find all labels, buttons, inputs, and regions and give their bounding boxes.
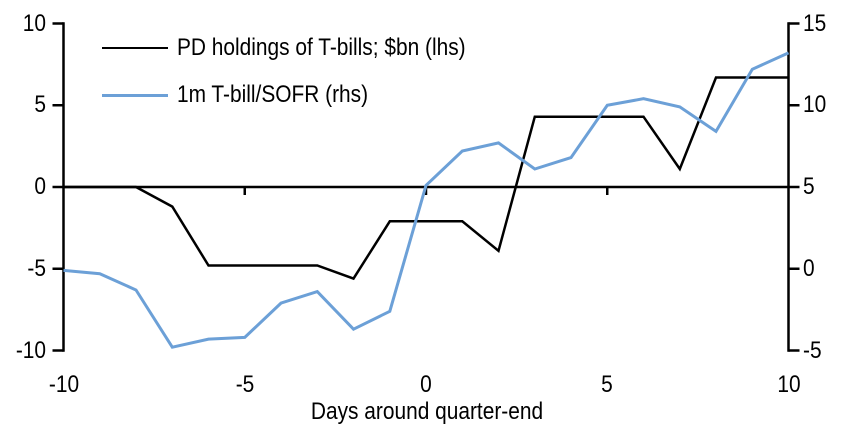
right-axis-tick-label: -5 [803, 336, 822, 364]
x-axis-tick-label: -5 [235, 371, 255, 398]
x-axis-title: Days around quarter-end [310, 398, 544, 425]
legend-item-tbill-sofr: 1m T-bill/SOFR (rhs) [102, 82, 509, 108]
x-axis-tick-label: 5 [601, 371, 614, 398]
x-axis-tick-label: 10 [776, 371, 801, 398]
legend: PD holdings of T-bills; $bn (lhs) 1m T-b… [102, 35, 509, 129]
right-axis-tick-label: 10 [803, 91, 827, 119]
left-axis-tick-label: -5 [27, 254, 46, 282]
legend-line-swatch-black [102, 46, 168, 50]
right-axis-tick-label: 15 [803, 9, 827, 37]
right-axis-tick-label: 5 [803, 173, 815, 200]
legend-item-pd-holdings: PD holdings of T-bills; $bn (lhs) [102, 35, 509, 61]
left-axis-tick-label: -10 [15, 336, 46, 364]
left-axis-tick-label: 0 [34, 173, 46, 200]
series-line-tbill-sofr [63, 51, 790, 349]
x-axis-tick-label: 0 [420, 371, 432, 398]
legend-label-tbill-sofr: 1m T-bill/SOFR (rhs) [177, 81, 369, 108]
left-axis-tick-label: 5 [34, 91, 46, 119]
series-line-pd-holdings [63, 76, 789, 281]
left-axis-tick-label: 10 [22, 9, 46, 37]
right-axis-tick-label: 0 [803, 254, 815, 282]
x-axis-tick-label: -10 [48, 371, 79, 398]
legend-label-pd-holdings: PD holdings of T-bills; $bn (lhs) [177, 34, 466, 61]
legend-line-swatch-blue [102, 93, 168, 97]
